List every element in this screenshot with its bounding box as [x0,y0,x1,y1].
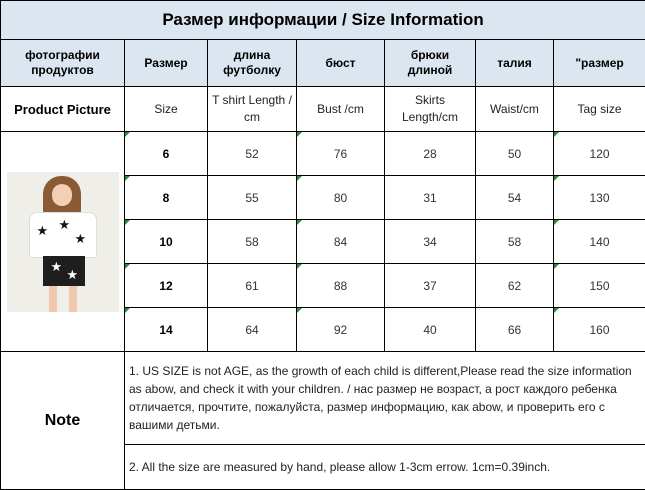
face-shape [52,184,72,206]
tag-size-cell: 120 [554,132,645,176]
star-icon: ★ [59,218,71,231]
skirt-length-cell: 31 [385,176,476,220]
header-en-tag: Tag size [554,87,645,132]
header-en-waist: Waist/cm [476,87,554,132]
bust-cell: 84 [297,220,385,264]
header-ru-tshirt: длина футболку [208,40,297,87]
header-ru-tag: "размер [554,40,645,87]
star-icon: ★ [75,232,87,245]
header-en-picture: Product Picture [1,87,125,132]
header-ru-skirt: брюки длиной [385,40,476,87]
green-triangle-marker-icon [125,220,130,225]
header-ru-waist: талия [476,40,554,87]
green-triangle-marker-icon [297,264,302,269]
green-triangle-marker-icon [297,176,302,181]
girl-star-outfit-photo: ★ ★ ★ ★ ★ [7,172,119,312]
header-ru-picture: фотографии продуктов [1,40,125,87]
tag-size-cell: 160 [554,308,645,352]
size-cell: 8 [125,176,208,220]
green-triangle-marker-icon [297,220,302,225]
waist-cell: 58 [476,220,554,264]
note-label: Note [1,352,125,490]
header-en-size: Size [125,87,208,132]
table-title: Размер информации / Size Information [1,1,645,40]
size-cell: 10 [125,220,208,264]
bust-cell: 92 [297,308,385,352]
tshirt-length-cell: 52 [208,132,297,176]
size-cell: 12 [125,264,208,308]
skirt-length-cell: 37 [385,264,476,308]
green-triangle-marker-icon [554,264,559,269]
note-row: Note 1. US SIZE is not AGE, as the growt… [1,352,645,445]
waist-cell: 62 [476,264,554,308]
green-triangle-marker-icon [125,264,130,269]
product-picture-cell: ★ ★ ★ ★ ★ [1,132,125,352]
green-triangle-marker-icon [297,308,302,313]
green-triangle-marker-icon [554,308,559,313]
green-triangle-marker-icon [554,132,559,137]
star-icon: ★ [67,268,79,281]
header-row-en: Product Picture Size T shirt Length / cm… [1,87,645,132]
title-row: Размер информации / Size Information [1,1,645,40]
green-triangle-marker-icon [297,132,302,137]
skirt-length-cell: 34 [385,220,476,264]
star-icon: ★ [37,224,49,237]
tag-size-cell: 140 [554,220,645,264]
leg-shape [69,286,77,312]
green-triangle-marker-icon [125,176,130,181]
header-ru-size: Размер [125,40,208,87]
bust-cell: 76 [297,132,385,176]
header-row-ru: фотографии продуктов Размер длина футбол… [1,40,645,87]
tag-size-cell: 130 [554,176,645,220]
tag-size-cell: 150 [554,264,645,308]
star-icon: ★ [51,260,63,273]
header-ru-bust: бюст [297,40,385,87]
green-triangle-marker-icon [125,308,130,313]
green-triangle-marker-icon [554,220,559,225]
note-line-2: 2. All the size are measured by hand, pl… [125,445,645,490]
skirt-length-cell: 40 [385,308,476,352]
tshirt-length-cell: 61 [208,264,297,308]
waist-cell: 66 [476,308,554,352]
green-triangle-marker-icon [554,176,559,181]
bust-cell: 80 [297,176,385,220]
waist-cell: 50 [476,132,554,176]
header-en-tshirt: T shirt Length / cm [208,87,297,132]
header-en-bust: Bust /cm [297,87,385,132]
skirt-length-cell: 28 [385,132,476,176]
size-cell: 14 [125,308,208,352]
leg-shape [49,286,57,312]
tshirt-length-cell: 64 [208,308,297,352]
green-triangle-marker-icon [125,132,130,137]
tshirt-length-cell: 58 [208,220,297,264]
waist-cell: 54 [476,176,554,220]
skirt-shape [43,256,85,286]
table-row: ★ ★ ★ ★ ★ 6 52 76 28 50 120 [1,132,645,176]
note-line-1: 1. US SIZE is not AGE, as the growth of … [125,352,645,445]
tshirt-length-cell: 55 [208,176,297,220]
header-en-skirt: Skirts Length/cm [385,87,476,132]
size-cell: 6 [125,132,208,176]
bust-cell: 88 [297,264,385,308]
